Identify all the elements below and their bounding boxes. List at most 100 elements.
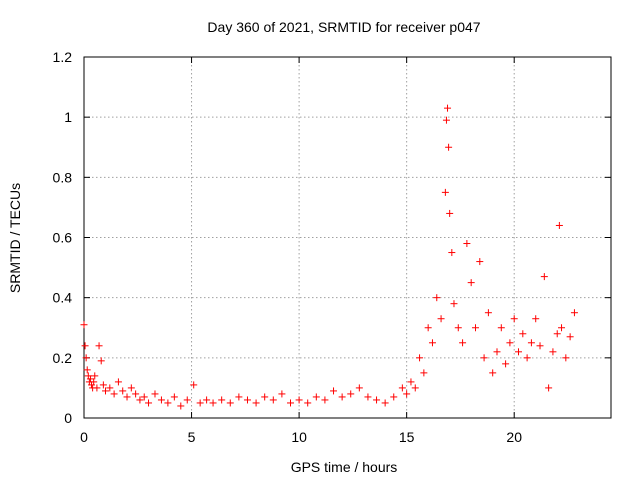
- data-point: [304, 399, 312, 407]
- data-point: [502, 360, 510, 368]
- data-point: [442, 116, 450, 124]
- data-point: [145, 399, 153, 407]
- data-point: [95, 342, 103, 350]
- data-point: [235, 393, 243, 401]
- data-point: [218, 396, 226, 404]
- data-point: [330, 387, 338, 395]
- data-point: [261, 393, 269, 401]
- data-point: [373, 396, 381, 404]
- y-axis-label: SRMTID / TECUs: [7, 183, 23, 293]
- data-point: [81, 342, 89, 350]
- data-point: [497, 324, 505, 332]
- data-point: [269, 396, 277, 404]
- data-point: [80, 321, 88, 329]
- data-point: [226, 399, 234, 407]
- data-point: [459, 339, 467, 347]
- data-point: [83, 366, 91, 374]
- data-point: [416, 354, 424, 362]
- data-point: [454, 324, 462, 332]
- data-point: [164, 399, 172, 407]
- data-point: [312, 393, 320, 401]
- data-point: [91, 372, 99, 380]
- data-point: [570, 309, 578, 317]
- data-point: [102, 387, 110, 395]
- y-tick-label: 0.4: [53, 290, 73, 306]
- y-tick-label: 1.2: [53, 49, 73, 65]
- data-point: [93, 384, 101, 392]
- x-tick-label: 20: [506, 429, 522, 445]
- data-point: [450, 300, 458, 308]
- data-point: [123, 393, 131, 401]
- data-point: [471, 324, 479, 332]
- data-point: [183, 396, 191, 404]
- data-point: [127, 384, 135, 392]
- data-point: [97, 357, 105, 365]
- data-point: [411, 384, 419, 392]
- data-point: [515, 348, 523, 356]
- data-point: [424, 324, 432, 332]
- y-tick-label: 0.8: [53, 169, 73, 185]
- data-point: [278, 390, 286, 398]
- data-point: [446, 209, 454, 217]
- data-point: [243, 396, 251, 404]
- data-point: [132, 390, 140, 398]
- data-point: [403, 390, 411, 398]
- data-point: [523, 354, 531, 362]
- data-point: [140, 393, 148, 401]
- data-point: [553, 330, 561, 338]
- data-point: [489, 369, 497, 377]
- data-point: [467, 279, 475, 287]
- x-tick-label: 10: [291, 429, 307, 445]
- x-axis-label: GPS time / hours: [291, 459, 398, 475]
- data-point: [86, 375, 94, 383]
- data-point: [295, 396, 303, 404]
- data-point: [151, 390, 159, 398]
- data-point: [527, 339, 535, 347]
- data-point: [177, 402, 185, 410]
- data-point: [114, 378, 122, 386]
- data-point: [398, 384, 406, 392]
- data-point: [286, 399, 294, 407]
- data-point: [381, 399, 389, 407]
- ticks-layer: 0 0.2 0.4 0.6 0.8 1 1.2 0 5 10 15 20: [53, 49, 611, 445]
- data-point: [99, 381, 107, 389]
- grid-layer: [84, 57, 611, 418]
- data-point: [428, 339, 436, 347]
- data-point: [437, 315, 445, 323]
- data-point: [493, 348, 501, 356]
- x-tick-label: 15: [399, 429, 415, 445]
- data-point: [110, 390, 118, 398]
- data-point: [445, 143, 453, 151]
- chart-title: Day 360 of 2021, SRMTID for receiver p04…: [207, 19, 480, 35]
- data-point: [480, 354, 488, 362]
- data-point: [407, 378, 415, 386]
- y-tick-label: 0: [64, 410, 72, 426]
- data-point: [321, 396, 329, 404]
- data-point: [420, 369, 428, 377]
- data-point: [364, 393, 372, 401]
- data-point: [540, 273, 548, 281]
- data-point: [433, 294, 441, 302]
- data-point: [484, 309, 492, 317]
- data-point: [390, 393, 398, 401]
- data-point: [549, 348, 557, 356]
- data-point: [106, 384, 114, 392]
- data-point: [506, 339, 514, 347]
- y-tick-label: 1: [64, 109, 72, 125]
- data-point: [90, 378, 98, 386]
- x-tick-label: 0: [80, 429, 88, 445]
- data-point: [196, 399, 204, 407]
- data-point: [532, 315, 540, 323]
- data-point: [338, 393, 346, 401]
- data-point: [476, 258, 484, 266]
- data-point: [119, 387, 127, 395]
- data-point: [355, 384, 363, 392]
- data-point: [252, 399, 260, 407]
- y-tick-label: 0.2: [53, 350, 73, 366]
- data-point: [566, 333, 574, 341]
- data-point: [558, 324, 566, 332]
- data-point: [545, 384, 553, 392]
- data-point: [519, 330, 527, 338]
